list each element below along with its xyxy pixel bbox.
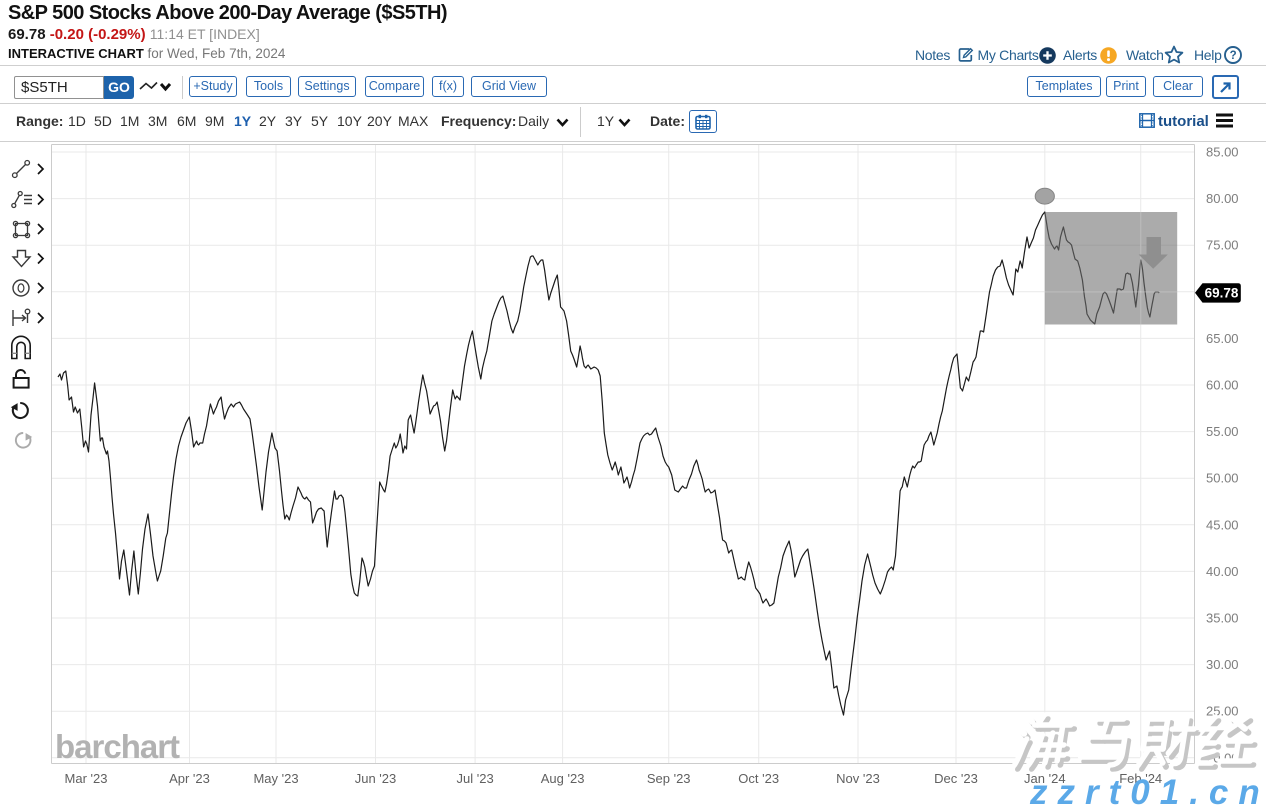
svg-text:Jul '23: Jul '23 [457,771,494,786]
svg-text:69.78: 69.78 [1205,286,1239,301]
svg-text:Oct '23: Oct '23 [738,771,779,786]
svg-text:75.00: 75.00 [1206,238,1239,253]
svg-text:80.00: 80.00 [1206,191,1239,206]
svg-text:Dec '23: Dec '23 [934,771,978,786]
svg-text:Feb '24: Feb '24 [1119,771,1162,786]
svg-text:30.00: 30.00 [1206,657,1239,672]
svg-text:Aug '23: Aug '23 [541,771,585,786]
svg-text:50.00: 50.00 [1206,471,1239,486]
svg-text:barchart: barchart [55,728,180,765]
svg-text:55.00: 55.00 [1206,424,1239,439]
svg-text:zzrt01.cn: zzrt01.cn [1032,776,1266,805]
svg-text:60.00: 60.00 [1206,378,1239,393]
svg-text:45.00: 45.00 [1206,517,1239,532]
svg-text:85.00: 85.00 [1206,145,1239,160]
svg-text:65.00: 65.00 [1206,331,1239,346]
svg-text:Jun '23: Jun '23 [355,771,397,786]
svg-text:Apr '23: Apr '23 [169,771,210,786]
svg-text:Sep '23: Sep '23 [647,771,691,786]
svg-text:Nov '23: Nov '23 [836,771,880,786]
svg-text:40.00: 40.00 [1206,564,1239,579]
svg-text:zzrt01.cn: zzrt01.cn [1029,773,1266,805]
svg-text:May '23: May '23 [253,771,298,786]
svg-text:Jan '24: Jan '24 [1024,771,1066,786]
svg-text:?: ? [1230,50,1237,62]
svg-text:Mar '23: Mar '23 [65,771,108,786]
svg-text:35.00: 35.00 [1206,611,1239,626]
